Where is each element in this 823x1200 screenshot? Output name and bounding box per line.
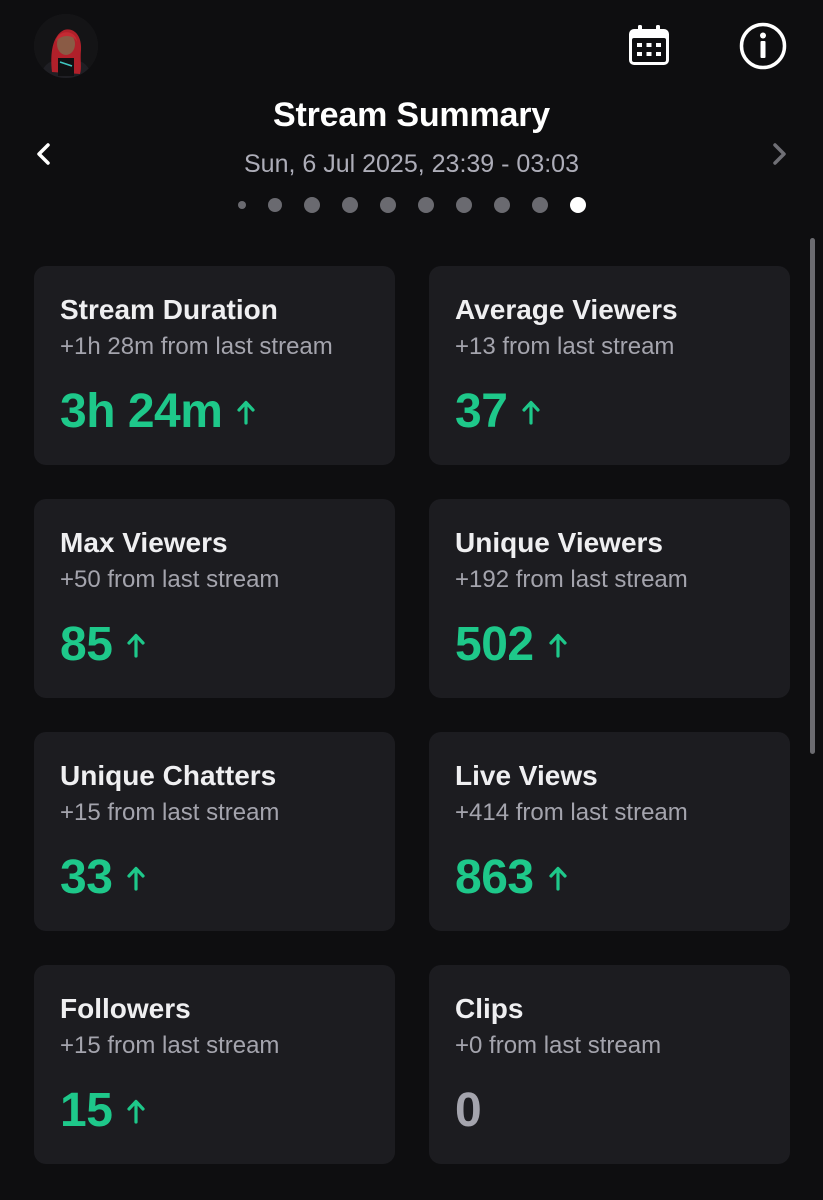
stat-title: Followers [60,993,191,1024]
stat-change: +50 from last stream [60,566,280,593]
stat-value: 502 [455,618,534,671]
stat-card-stream-duration: Stream Duration +1h 28m from last stream… [34,266,395,465]
stat-change: +15 from last stream [60,799,280,826]
stat-value: 3h 24m [60,385,223,438]
info-button[interactable] [739,22,787,70]
arrow-up-icon [521,397,543,427]
stat-value: 85 [60,618,113,671]
stat-change: +414 from last stream [455,799,688,826]
stat-card-clips: Clips +0 from last stream 0 [429,965,790,1164]
scrollbar[interactable] [810,238,815,754]
chevron-right-icon [773,143,786,165]
arrow-up-icon [126,863,148,893]
arrow-up-icon [126,1096,148,1126]
stat-title: Max Viewers [60,527,228,558]
stat-title: Unique Viewers [455,527,664,558]
stat-card-max-viewers: Max Viewers +50 from last stream 85 [34,499,395,698]
page-dot[interactable] [455,197,472,213]
stat-change: +15 from last stream [60,1032,280,1059]
stream-date-range: Sun, 6 Jul 2025, 23:39 - 03:03 [244,150,579,178]
arrow-up-icon [126,630,148,660]
stat-title: Live Views [455,760,598,791]
stat-change: +192 from last stream [455,566,688,593]
stat-title: Unique Chatters [60,760,277,791]
stat-value: 15 [60,1084,113,1137]
stat-value: 33 [60,851,113,904]
arrow-up-icon [548,863,570,893]
stat-title: Clips [455,993,524,1024]
avatar[interactable] [34,14,98,78]
previous-stream-button[interactable] [25,136,61,172]
stat-card-average-viewers: Average Viewers +13 from last stream 37 [429,266,790,465]
stat-value: 863 [455,851,534,904]
stat-card-followers: Followers +15 from last stream 15 [34,965,395,1164]
stat-change: +1h 28m from last stream [60,333,333,360]
page-dot[interactable] [237,201,246,209]
stat-change: +13 from last stream [455,333,675,360]
stat-title: Average Viewers [455,294,678,325]
page-dot-active[interactable] [569,197,586,213]
arrow-up-icon [548,630,570,660]
stat-title: Stream Duration [60,294,278,325]
page-dot[interactable] [531,197,548,213]
chevron-left-icon [37,143,50,165]
stat-card-unique-chatters: Unique Chatters +15 from last stream 33 [34,732,395,931]
page-dot[interactable] [379,197,396,213]
stat-card-unique-viewers: Unique Viewers +192 from last stream 502 [429,499,790,698]
stats-grid: Stream Duration +1h 28m from last stream… [34,266,790,1164]
page-title: Stream Summary [273,96,550,134]
page-dot[interactable] [303,197,320,213]
avatar-image [34,14,98,78]
page-dot[interactable] [267,198,282,212]
arrow-up-icon [236,397,258,427]
calendar-button[interactable] [625,22,673,70]
stat-value: 37 [455,385,508,438]
page-indicator [0,195,823,215]
page-dot[interactable] [493,197,510,213]
page-dot[interactable] [341,197,358,213]
info-icon [739,22,787,70]
stat-change: +0 from last stream [455,1032,662,1059]
next-stream-button[interactable] [762,136,798,172]
calendar-icon [629,25,669,65]
stat-card-live-views: Live Views +414 from last stream 863 [429,732,790,931]
stat-value: 0 [455,1084,482,1137]
page-dot[interactable] [417,197,434,213]
